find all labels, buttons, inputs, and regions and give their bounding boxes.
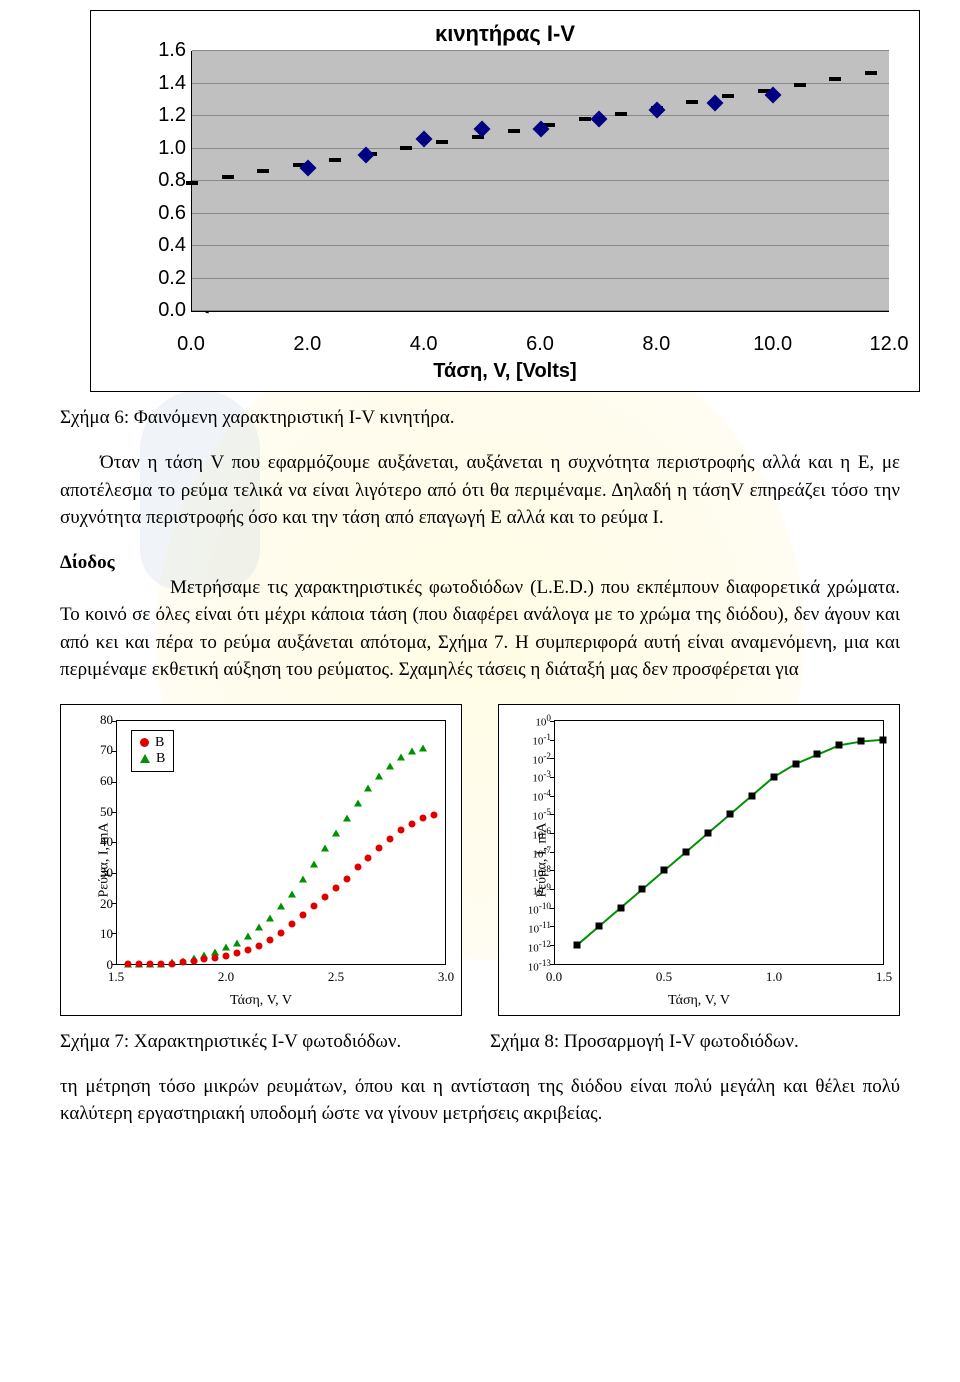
caption-fig6: Σχήμα 6: Φαινόμενη χαρακτηριστική I-V κι… [60,407,900,429]
chart1-marker [416,130,433,147]
chart1-ytick: 1.2 [151,104,186,127]
chart3-plot [554,720,884,965]
chart3-ytick: 10-7 [521,845,551,861]
paragraph-3: τη μέτρηση τόσο μικρών ρευμάτων, όπου κα… [60,1073,900,1128]
chart2-xtick: 2.5 [328,969,344,985]
chart2-ytick: 40 [91,834,113,850]
chart3-xtick: 0.5 [656,969,672,985]
legend-label-1: B [155,735,164,751]
caption-row: Σχήμα 7: Χαρακτηριστικές I-V φωτοδιόδων.… [60,1031,900,1053]
chart3-ytick: 10-3 [521,769,551,785]
paragraph-1: Όταν η τάση V που εφαρμόζουμε αυξάνεται,… [60,449,900,532]
chart3-ytick: 10-11 [521,920,551,936]
legend-entry-red: B [140,735,165,751]
chart3-xtick: 1.0 [766,969,782,985]
chart1-xlabel: Τάση, V, [Volts] [91,360,919,383]
chart3-ytick: 100 [521,713,551,729]
chart3-ytick: 10-6 [521,826,551,842]
chart3-container: Ρεύμα, I, mA Τάση, V, V 10010-110-210-31… [498,704,900,1016]
section-diode: Δίοδος [60,552,900,574]
chart3-ytick: 10-2 [521,751,551,767]
chart3-ytick: 10-4 [521,788,551,804]
chart2-ytick: 60 [91,773,113,789]
chart1-xtick: 0.0 [177,333,205,356]
chart2-xtick: 2.0 [218,969,234,985]
chart1-ytick: 1.6 [151,39,186,62]
chart1-title: κινητήρας I-V [91,21,919,47]
chart3-ytick: 10-9 [521,882,551,898]
chart2-xtick: 1.5 [108,969,124,985]
chart1-ytick: 0.8 [151,169,186,192]
chart2-ytick: 20 [91,896,113,912]
chart1-xtick: 12.0 [870,333,909,356]
caption-fig8: Σχήμα 8: Προσαρμογή I-V φωτοδιόδων. [470,1031,900,1053]
chart1-marker [706,95,723,112]
paragraph-2: Μετρήσαμε τις χαρακτηριστικές φωτοδιόδων… [60,574,900,684]
chart1-marker [590,111,607,128]
chart2-xtick: 3.0 [438,969,454,985]
chart1-ytick: 1.4 [151,72,186,95]
chart1-plot-area [191,51,889,312]
chart1-xtick: 6.0 [526,333,554,356]
chart2-legend: B B [131,730,174,772]
chart1-ytick: 1.0 [151,137,186,160]
chart1-ytick: 0.2 [151,267,186,290]
chart3-xtick: 1.5 [876,969,892,985]
legend-entry-green: B [140,751,165,767]
chart1-xtick: 8.0 [642,333,670,356]
chart1-marker [358,147,375,164]
chart2-ytick: 30 [91,865,113,881]
chart1-ytick: 0.0 [151,299,186,322]
chart3-xlabel: Τάση, V, V [499,993,899,1009]
chart1-ytick: 0.4 [151,234,186,257]
chart3-ytick: 10-8 [521,864,551,880]
chart3-ytick: 10-1 [521,732,551,748]
legend-label-2: B [156,751,165,767]
charts-row: Ρεύμα, I, mA Τάση, V, V B B 010203040506… [60,704,900,1016]
chart2-container: Ρεύμα, I, mA Τάση, V, V B B 010203040506… [60,704,462,1016]
chart1-container: κινητήρας I-V I = 0.0576 V + 0.7915 Έντα… [90,10,920,392]
chart3-ytick: 10-12 [521,939,551,955]
chart1-xtick: 4.0 [410,333,438,356]
chart1-marker [300,160,317,177]
chart3-xtick: 0.0 [546,969,562,985]
chart1-xtick: 2.0 [293,333,321,356]
chart3-ytick: 10-5 [521,807,551,823]
chart2-ytick: 10 [91,926,113,942]
chart2-xlabel: Τάση, V, V [61,993,461,1009]
chart2-ytick: 80 [91,712,113,728]
caption-fig7: Σχήμα 7: Χαρακτηριστικές I-V φωτοδιόδων. [60,1031,470,1053]
chart3-ytick: 10-10 [521,901,551,917]
chart2-ytick: 70 [91,742,113,758]
chart2-ytick: 50 [91,804,113,820]
chart1-ytick: 0.6 [151,202,186,225]
chart1-xtick: 10.0 [753,333,792,356]
chart3-fit-line [555,721,883,964]
